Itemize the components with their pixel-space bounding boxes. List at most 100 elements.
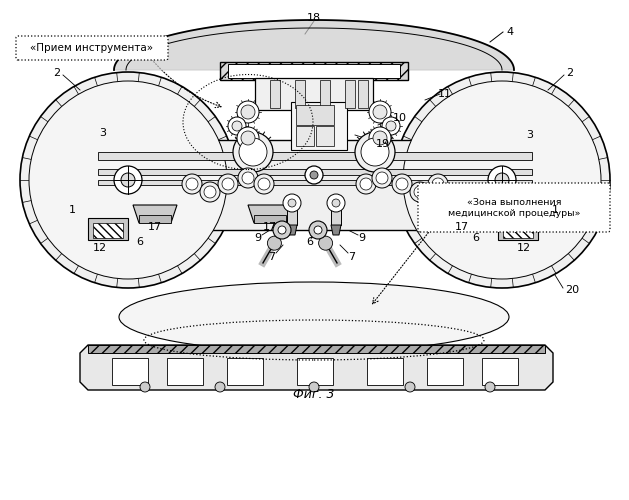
Circle shape <box>186 178 198 190</box>
Circle shape <box>396 178 408 190</box>
Bar <box>95 140 535 230</box>
Circle shape <box>288 199 296 207</box>
Circle shape <box>403 81 601 279</box>
Bar <box>498 218 538 240</box>
Text: 11: 11 <box>438 89 452 99</box>
FancyBboxPatch shape <box>16 36 168 60</box>
Text: 9: 9 <box>359 233 365 243</box>
Text: «Прием инструмента»: «Прием инструмента» <box>30 43 153 53</box>
Circle shape <box>20 72 236 288</box>
Circle shape <box>241 105 255 119</box>
Circle shape <box>405 382 415 392</box>
Bar <box>112 358 148 385</box>
Text: 20: 20 <box>565 285 579 295</box>
Text: 18: 18 <box>307 13 321 23</box>
Bar <box>98 169 532 175</box>
Bar <box>254 215 286 223</box>
Bar <box>88 345 545 353</box>
Circle shape <box>283 194 301 212</box>
Circle shape <box>327 194 345 212</box>
Text: 17: 17 <box>455 222 469 232</box>
Text: 4: 4 <box>506 27 513 37</box>
Text: 2: 2 <box>53 68 60 78</box>
Circle shape <box>267 236 281 250</box>
Circle shape <box>428 174 448 194</box>
Circle shape <box>376 172 388 184</box>
Bar <box>220 62 408 80</box>
Circle shape <box>258 178 270 190</box>
Bar <box>139 215 171 223</box>
Circle shape <box>29 81 227 279</box>
Bar <box>296 126 314 146</box>
Polygon shape <box>248 205 292 223</box>
Circle shape <box>355 132 395 172</box>
FancyBboxPatch shape <box>418 183 610 232</box>
Circle shape <box>373 105 387 119</box>
Bar <box>320 80 330 108</box>
Circle shape <box>309 382 319 392</box>
Bar <box>291 102 347 150</box>
Circle shape <box>373 131 387 145</box>
Polygon shape <box>114 20 514 70</box>
Bar <box>295 80 305 108</box>
Polygon shape <box>80 345 553 390</box>
Bar <box>98 152 532 160</box>
Circle shape <box>410 182 430 202</box>
Text: 17: 17 <box>148 222 162 232</box>
Bar <box>296 105 334 125</box>
Circle shape <box>238 168 258 188</box>
Circle shape <box>360 178 372 190</box>
Polygon shape <box>331 225 341 235</box>
Circle shape <box>182 174 202 194</box>
Text: 6: 6 <box>306 237 313 247</box>
Circle shape <box>356 174 376 194</box>
Circle shape <box>369 127 391 149</box>
Circle shape <box>314 226 322 234</box>
Text: Фиг. 3: Фиг. 3 <box>293 388 335 402</box>
Text: 3: 3 <box>99 128 106 138</box>
Circle shape <box>278 226 286 234</box>
Bar <box>227 358 263 385</box>
Bar <box>98 180 532 185</box>
Bar <box>345 80 355 108</box>
Circle shape <box>414 186 426 198</box>
Text: 12: 12 <box>93 243 107 253</box>
Text: 3: 3 <box>526 130 533 140</box>
Bar <box>270 80 280 108</box>
Text: 9: 9 <box>255 233 262 243</box>
Bar <box>482 358 518 385</box>
Circle shape <box>488 166 516 194</box>
Circle shape <box>204 186 216 198</box>
Circle shape <box>237 101 259 123</box>
Bar <box>367 358 403 385</box>
Bar <box>503 223 533 238</box>
Text: 10: 10 <box>393 113 407 123</box>
Bar <box>316 126 334 146</box>
Circle shape <box>233 132 273 172</box>
Text: 6: 6 <box>136 237 143 247</box>
Circle shape <box>332 199 340 207</box>
Bar <box>228 64 400 78</box>
Circle shape <box>215 382 225 392</box>
Circle shape <box>121 173 135 187</box>
Circle shape <box>386 121 396 131</box>
Circle shape <box>222 178 234 190</box>
Text: 19: 19 <box>376 139 390 149</box>
Bar <box>88 218 128 240</box>
Circle shape <box>392 174 412 194</box>
Text: 7: 7 <box>269 252 276 262</box>
Circle shape <box>200 182 220 202</box>
Bar <box>297 358 333 385</box>
Text: 1: 1 <box>552 205 559 215</box>
Text: 6: 6 <box>472 233 479 243</box>
Circle shape <box>485 382 495 392</box>
Circle shape <box>394 72 610 288</box>
Text: 7: 7 <box>348 252 355 262</box>
Circle shape <box>218 174 238 194</box>
Circle shape <box>241 131 255 145</box>
Bar <box>167 358 203 385</box>
Text: 1: 1 <box>69 205 75 215</box>
Bar <box>358 80 368 108</box>
Circle shape <box>369 101 391 123</box>
Circle shape <box>495 173 509 187</box>
